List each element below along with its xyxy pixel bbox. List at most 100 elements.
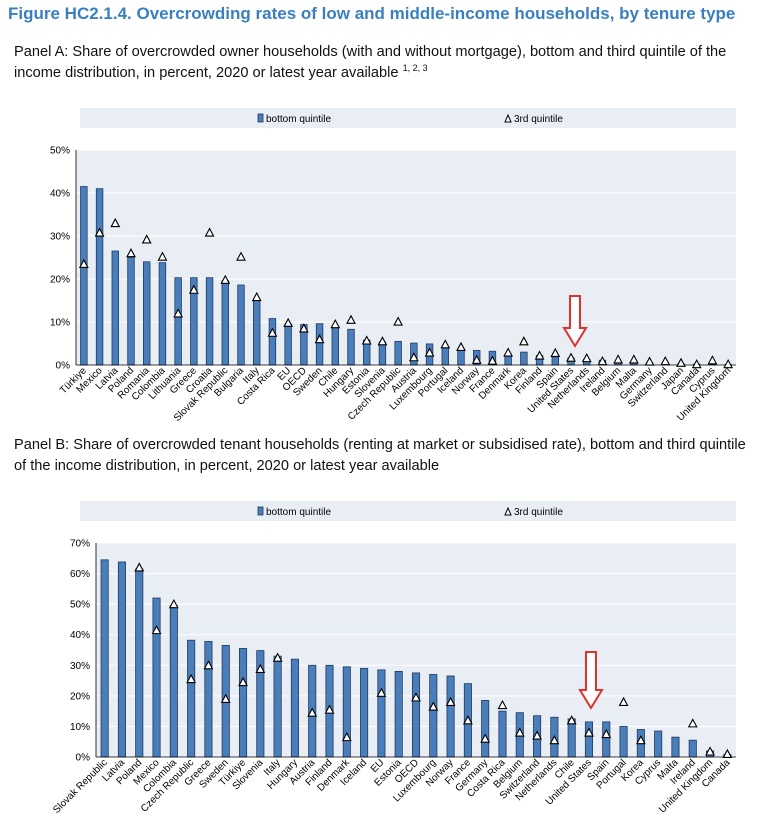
- panel-a-marker: [644, 356, 655, 366]
- panel-a-marker: [471, 354, 482, 364]
- panel-a-marker: [94, 227, 105, 237]
- panel-a-ytick-label: 10%: [50, 318, 70, 329]
- panel-a-marker: [141, 234, 152, 244]
- panel-b-marker: [203, 660, 214, 670]
- panel-b-bar: [152, 597, 161, 758]
- panel-b-bar: [481, 700, 490, 758]
- panel-b-marker: [272, 652, 283, 662]
- panel-a-chart: bottom quintile 3rd quintile 0% 10% 20% 30% 40…: [50, 108, 736, 424]
- panel-b-marker: [324, 704, 335, 714]
- panel-b-marker: [307, 707, 318, 717]
- panel-a-ytick-label: 30%: [50, 232, 70, 243]
- panel-a-marker: [424, 347, 435, 357]
- panel-b-bar: [567, 718, 576, 758]
- panel-b-marker: [238, 676, 248, 687]
- panel-a-marker: [78, 258, 89, 268]
- panel-a-marker: [518, 336, 529, 346]
- panel-a-marker: [503, 347, 514, 357]
- panel-b-bar: [411, 672, 421, 758]
- panel-b-marker: [428, 701, 439, 711]
- panel-b-bar: [238, 648, 248, 758]
- panel-b-marker: [134, 562, 145, 572]
- panel-b-bar: [273, 655, 282, 758]
- panel-b-marker: [514, 727, 525, 737]
- panel-a-marker: [660, 355, 671, 366]
- panel-a-legend-marker-label: 3rd quintile: [514, 114, 563, 125]
- panel-a-bar: [284, 323, 292, 366]
- panel-b-bar: [169, 605, 178, 758]
- panel-a-bar: [174, 277, 182, 366]
- panel-a-marker: [236, 251, 246, 261]
- panel-b-marker: [722, 748, 733, 758]
- panel-a-marker: [566, 352, 576, 362]
- panel-a-marker: [173, 308, 184, 318]
- panel-b-marker: [601, 728, 612, 739]
- panel-b-marker: [168, 598, 179, 609]
- panel-b-bar: [117, 561, 126, 758]
- panel-b-bar: [290, 658, 299, 758]
- panel-a-bar: [315, 323, 324, 366]
- panel-b-bar: [619, 726, 628, 758]
- panel-b-marker: [151, 624, 162, 635]
- panel-a-marker: [440, 339, 451, 349]
- panel-a-marker: [691, 358, 702, 369]
- panel-b-bar: [671, 736, 680, 758]
- panel-a-legend-box: [80, 108, 736, 128]
- panel-a-bar: [127, 257, 135, 366]
- panel-b-marker: [445, 696, 456, 707]
- panel-a-marker: [550, 347, 561, 358]
- panel-b-bar: [377, 669, 386, 758]
- panel-a-marker: [408, 352, 419, 362]
- panel-a-marker: [377, 336, 388, 346]
- panel-b-marker: [220, 693, 231, 703]
- panel-b-marker: [566, 715, 577, 725]
- panel-a-bar: [520, 351, 528, 366]
- panel-a-marker: [534, 350, 545, 360]
- panel-b-bar: [498, 710, 507, 758]
- panel-a-title-text: Panel A: Share of overcrowded owner hous…: [14, 44, 727, 81]
- panel-a-bar: [268, 318, 277, 366]
- panel-a-legend-bar-swatch: [257, 113, 264, 123]
- figure-title: Figure HC2.1.4. Overcrowding rates of lo…: [8, 4, 736, 23]
- panel-b-legend-box: [80, 501, 736, 521]
- panel-b-marker: [497, 699, 508, 710]
- panel-a-marker: [283, 317, 294, 327]
- panel-b-marker: [532, 730, 542, 740]
- panel-a-bar: [111, 250, 119, 366]
- panel-a-marker: [204, 227, 215, 237]
- panel-b-marker: [186, 673, 197, 684]
- panel-b-marker: [705, 746, 715, 756]
- panel-b-marker: [462, 715, 473, 725]
- panel-b-bar: [342, 666, 351, 758]
- panel-a-ytick-label: 40%: [50, 189, 70, 200]
- panel-b-marker: [618, 696, 629, 707]
- panel-b-ytick-label: 70%: [70, 539, 90, 550]
- panel-a-marker: [298, 323, 309, 333]
- panel-a-ytick-label: 20%: [50, 275, 70, 286]
- panel-a-marker: [361, 335, 372, 345]
- panel-a-plot-area: [76, 150, 736, 365]
- panel-a-bar: [347, 328, 355, 366]
- panel-b-legend-marker-label: 3rd quintile: [514, 507, 563, 518]
- panel-b-marker: [376, 687, 387, 697]
- panel-b-bar: [446, 675, 455, 758]
- panel-a-marker: [157, 251, 168, 261]
- panel-a-marker: [707, 355, 718, 365]
- panel-b-bar: [100, 559, 109, 758]
- panel-a-marker: [110, 217, 121, 228]
- panel-a-bar: [331, 325, 339, 366]
- panel-a-ytick-label: 50%: [50, 146, 70, 157]
- panel-b-bar: [204, 641, 213, 758]
- panel-b-bar: [187, 639, 196, 758]
- panel-a-bar: [205, 277, 214, 366]
- panel-a-title: Panel A: Share of overcrowded owner hous…: [14, 42, 754, 84]
- panel-a-marker: [581, 352, 592, 363]
- panel-b-marker: [549, 735, 560, 745]
- panel-b-ytick-label: 20%: [70, 691, 90, 702]
- panel-b-highlight-arrow-icon: [578, 651, 604, 710]
- panel-b-chart: bottom quintile 3rd quintile 0% 10% 20% 30% 40…: [51, 501, 736, 816]
- panel-a-legend-bar-label: bottom quintile: [266, 114, 331, 125]
- panel-b-bar: [688, 739, 697, 758]
- panel-b-marker: [341, 731, 352, 742]
- panel-a-marker: [487, 355, 498, 365]
